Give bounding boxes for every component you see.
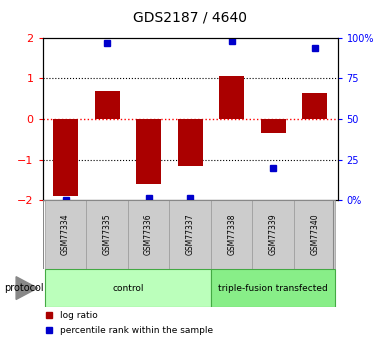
- Bar: [211, 200, 253, 269]
- Bar: [136, 119, 161, 184]
- Text: percentile rank within the sample: percentile rank within the sample: [61, 326, 213, 335]
- Bar: [219, 77, 244, 119]
- Text: GSM77335: GSM77335: [102, 214, 112, 255]
- Polygon shape: [16, 277, 38, 299]
- Bar: [128, 200, 169, 269]
- Text: triple-fusion transfected: triple-fusion transfected: [218, 284, 328, 293]
- Bar: [45, 269, 211, 307]
- Bar: [53, 119, 78, 196]
- Text: protocol: protocol: [4, 283, 43, 293]
- Bar: [211, 269, 336, 307]
- Text: GSM77339: GSM77339: [268, 214, 278, 255]
- Bar: [95, 91, 120, 119]
- Bar: [45, 200, 86, 269]
- Bar: [302, 93, 327, 119]
- Bar: [178, 119, 203, 166]
- Text: control: control: [112, 284, 144, 293]
- Bar: [253, 200, 294, 269]
- Text: GDS2187 / 4640: GDS2187 / 4640: [133, 10, 247, 24]
- Text: log ratio: log ratio: [61, 311, 98, 320]
- Bar: [86, 200, 128, 269]
- Text: GSM77338: GSM77338: [227, 214, 236, 255]
- Text: GSM77340: GSM77340: [310, 214, 319, 255]
- Bar: [261, 119, 286, 133]
- Bar: [294, 200, 336, 269]
- Text: GSM77337: GSM77337: [185, 214, 195, 255]
- Bar: [169, 200, 211, 269]
- Text: GSM77336: GSM77336: [144, 214, 153, 255]
- Text: GSM77334: GSM77334: [61, 214, 70, 255]
